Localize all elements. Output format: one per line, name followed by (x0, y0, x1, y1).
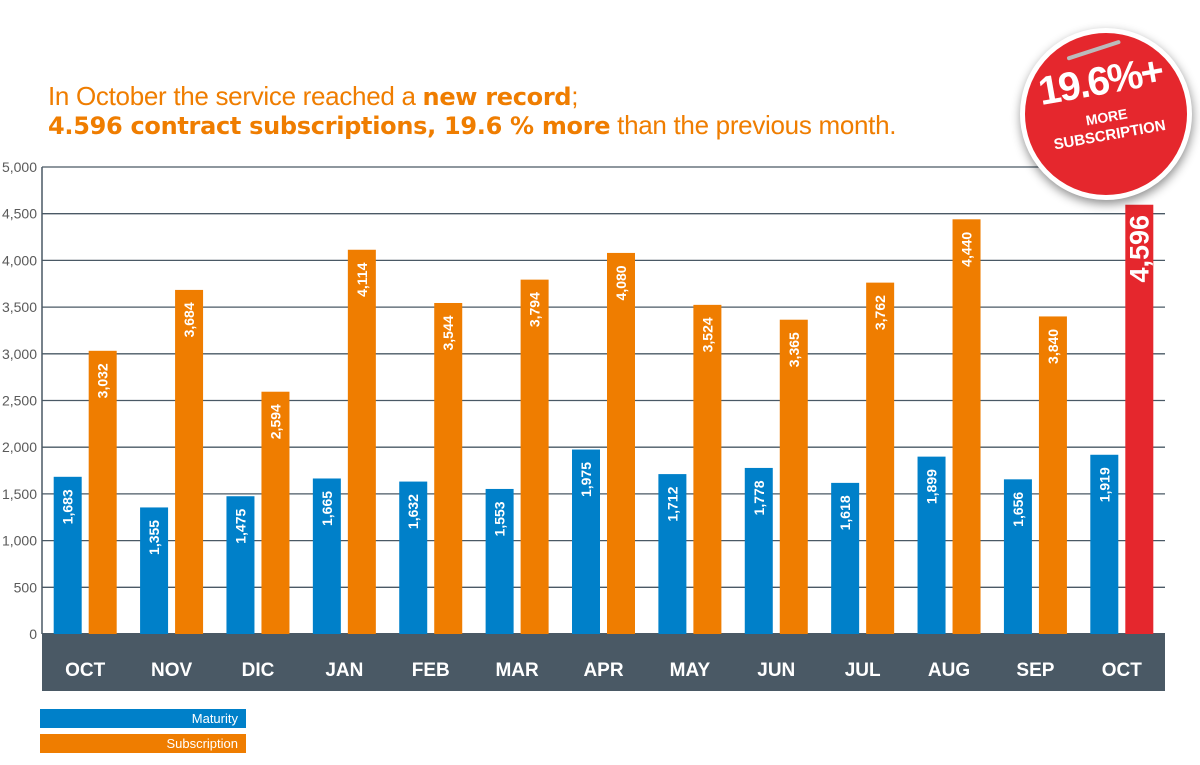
x-tick-label: AUG (928, 660, 970, 681)
x-tick-label: FEB (412, 660, 450, 681)
subscription-data-label: 3,840 (1045, 329, 1061, 364)
subscription-bar (88, 350, 117, 634)
subscription-data-label: 3,544 (440, 315, 456, 350)
subscription-data-label: 3,684 (181, 302, 197, 337)
legend-maturity: Maturity (40, 709, 246, 728)
subscription-bar (1038, 316, 1067, 634)
subscription-bar (434, 302, 463, 634)
subscription-bar (866, 282, 895, 634)
y-tick-label: 2,000 (2, 439, 37, 455)
y-tick-label: 0 (29, 626, 37, 642)
maturity-bar (485, 488, 514, 634)
subscription-bar (693, 304, 722, 634)
y-tick-label: 4,500 (2, 206, 37, 222)
headline-text-2: ; (571, 81, 579, 111)
y-tick-label: 2,500 (2, 393, 37, 409)
headline-text-3: than the previous month. (610, 110, 897, 140)
subscription-bar (175, 289, 204, 634)
subscription-bar (1125, 204, 1154, 635)
maturity-data-label: 1,656 (1010, 492, 1026, 527)
maturity-bar (399, 481, 428, 634)
maturity-bar (226, 496, 255, 634)
maturity-data-label: 1,919 (1096, 467, 1112, 502)
y-tick-label: 5,000 (2, 159, 37, 175)
maturity-bar (831, 482, 860, 634)
subscription-data-label: 4,080 (613, 265, 629, 300)
maturity-bar (1090, 454, 1119, 634)
maturity-data-label: 1,778 (751, 480, 767, 515)
chart-headline: In October the service reached a new rec… (48, 82, 896, 140)
maturity-data-label: 1,975 (578, 462, 594, 497)
subscription-data-label: 3,032 (95, 363, 111, 398)
maturity-bar (917, 456, 946, 634)
x-tick-label: DIC (242, 660, 275, 681)
y-tick-label: 3,000 (2, 346, 37, 362)
maturity-data-label: 1,475 (232, 509, 248, 544)
x-axis-band (42, 634, 1165, 691)
x-tick-label: JUL (845, 660, 881, 681)
subscription-bar (261, 391, 290, 634)
maturity-bar (744, 467, 773, 634)
legend-subscription: Subscription (40, 734, 246, 753)
x-tick-label: MAR (495, 660, 539, 681)
maturity-data-label: 1,632 (405, 494, 421, 529)
subscription-data-label: 4,596 (1124, 215, 1154, 283)
x-tick-label: JUN (757, 660, 795, 681)
x-tick-label: NOV (151, 660, 193, 681)
subscription-data-label: 3,365 (786, 332, 802, 367)
subscription-bar (607, 252, 635, 635)
headline-highlight-2: 4.596 contract subscriptions, 19.6 % mor… (48, 112, 611, 140)
subscription-bar (520, 279, 549, 634)
x-tick-label: SEP (1016, 660, 1054, 681)
maturity-data-label: 1,712 (664, 486, 680, 521)
subscription-data-label: 3,524 (699, 317, 715, 352)
subscription-bar (779, 319, 808, 634)
maturity-data-label: 1,683 (60, 489, 76, 524)
x-tick-label: MAY (670, 660, 711, 681)
maturity-data-label: 1,553 (492, 501, 508, 536)
maturity-bar (658, 474, 687, 634)
y-tick-label: 4,000 (2, 252, 37, 268)
maturity-bar (572, 449, 600, 634)
y-tick-label: 1,000 (2, 533, 37, 549)
y-tick-label: 500 (14, 579, 38, 595)
y-tick-label: 1,500 (2, 486, 37, 502)
maturity-data-label: 1,899 (924, 469, 940, 504)
x-tick-label: APR (583, 660, 623, 681)
legend-subscription-label: Subscription (40, 734, 246, 753)
x-tick-label: JAN (325, 660, 363, 681)
subscription-bar (952, 219, 981, 634)
subscription-data-label: 2,594 (267, 404, 283, 439)
maturity-bar (53, 476, 82, 634)
maturity-data-label: 1,618 (837, 495, 853, 530)
x-tick-label: OCT (65, 660, 106, 681)
maturity-data-label: 1,355 (146, 520, 162, 555)
x-tick-label: OCT (1102, 660, 1143, 681)
subscription-data-label: 3,762 (872, 295, 888, 330)
headline-text-1: In October the service reached a (48, 81, 423, 111)
y-tick-label: 3,500 (2, 299, 37, 315)
subscription-data-label: 4,114 (354, 262, 370, 296)
maturity-data-label: 1,665 (319, 491, 335, 526)
maturity-bar (140, 507, 169, 634)
maturity-bar (312, 478, 341, 634)
headline-highlight-1: new record (422, 83, 572, 111)
subscription-data-label: 3,794 (527, 292, 543, 327)
legend-maturity-label: Maturity (40, 709, 246, 728)
subscription-bar (347, 249, 376, 635)
subscription-data-label: 4,440 (959, 232, 975, 267)
maturity-bar (1003, 479, 1032, 634)
